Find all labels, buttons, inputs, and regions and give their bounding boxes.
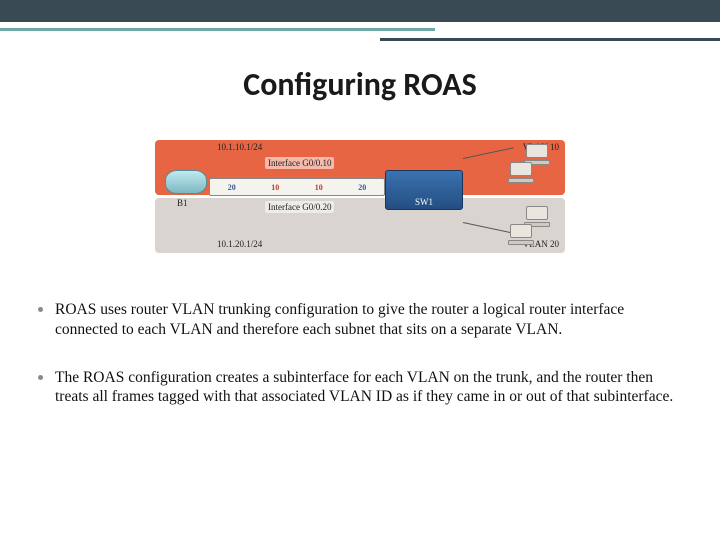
accent-line-teal (0, 28, 435, 31)
switch-label: SW1 (386, 197, 462, 207)
roas-diagram: 10.1.10.1/24 10.1.20.1/24 Interface G0/0… (155, 140, 565, 255)
router-label: B1 (177, 198, 188, 208)
trunk-tag: 10 (271, 183, 279, 192)
slide-top-bar (0, 0, 720, 22)
switch-icon: SW1 (385, 170, 463, 210)
trunk-tag: 20 (228, 183, 236, 192)
accent-line-dark (380, 38, 720, 41)
bullet-list: ROAS uses router VLAN trunking configura… (38, 300, 682, 435)
router-icon (165, 170, 213, 200)
pc-icon (507, 224, 535, 248)
bullet-icon (38, 307, 43, 312)
list-item: The ROAS configuration creates a subinte… (38, 368, 682, 408)
pc-icon (507, 162, 535, 186)
slide-title: Configuring ROAS (0, 65, 720, 104)
trunk-link: 20 10 10 20 (209, 178, 385, 196)
interface-g00-10-label: Interface G0/0.10 (265, 157, 334, 169)
bullet-icon (38, 375, 43, 380)
bullet-text: The ROAS configuration creates a subinte… (55, 368, 682, 408)
list-item: ROAS uses router VLAN trunking configura… (38, 300, 682, 340)
subnet-10-label: 10.1.10.1/24 (217, 142, 262, 152)
interface-g00-20-label: Interface G0/0.20 (265, 201, 334, 213)
trunk-tag: 20 (358, 183, 366, 192)
subnet-20-label: 10.1.20.1/24 (217, 239, 262, 249)
trunk-tag: 10 (315, 183, 323, 192)
bullet-text: ROAS uses router VLAN trunking configura… (55, 300, 682, 340)
